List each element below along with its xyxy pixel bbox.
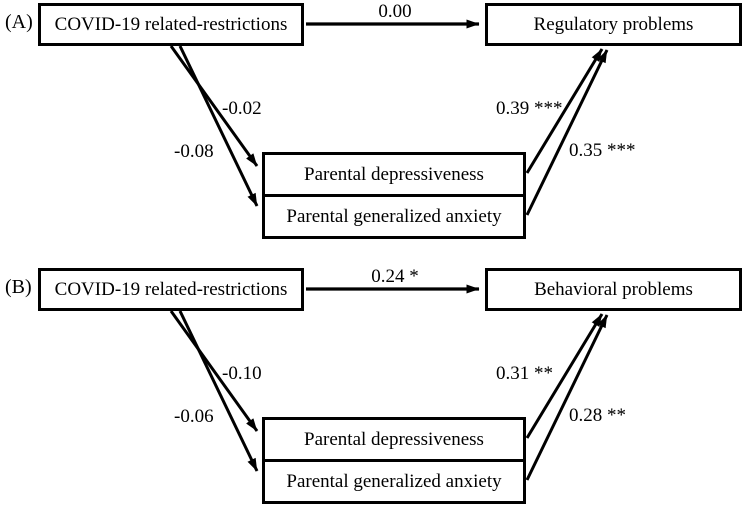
a2-path-arrow: [178, 45, 259, 207]
b2-path-arrow: [525, 49, 609, 216]
a1-path-arrow: [169, 310, 259, 432]
panel-a-label: (A): [5, 11, 33, 33]
b1-path-arrow: [525, 48, 604, 174]
panel-b-a2-coefficient: -0.06: [174, 406, 214, 427]
panel-a-mediator-anxiety: Parental generalized anxiety: [286, 205, 502, 227]
panel-a-predictor-label: COVID-19 related-restrictions: [54, 13, 288, 35]
panel-b: (B) COVID-19 related-restrictions Behavi…: [0, 265, 750, 508]
panel-a-predictor-box: COVID-19 related-restrictions: [38, 3, 304, 46]
panel-a-a1-coefficient: -0.02: [222, 98, 262, 119]
a2-path-arrow: [178, 310, 259, 472]
panel-a-mediator-depressiveness: Parental depressiveness: [304, 163, 484, 185]
panel-a-outcome-label: Regulatory problems: [533, 13, 694, 35]
panel-a: (A) COVID-19 related-restrictions Regula…: [0, 0, 750, 245]
panel-b-direct-effect-coefficient: 0.24 *: [371, 266, 419, 287]
panel-a-direct-effect-coefficient: 0.00: [378, 1, 412, 22]
b2-path-arrow: [525, 314, 609, 481]
panel-a-outcome-box: Regulatory problems: [485, 3, 742, 46]
panel-a-b2-coefficient: 0.35 ***: [569, 140, 636, 161]
panel-b-a1-coefficient: -0.10: [222, 363, 262, 384]
panel-b-predictor-box: COVID-19 related-restrictions: [38, 268, 304, 311]
mediator-divider: [265, 459, 523, 462]
mediator-divider: [265, 194, 523, 197]
panel-b-outcome-label: Behavioral problems: [534, 278, 693, 300]
panel-a-path-arrows: [169, 19, 609, 216]
panel-b-mediator-anxiety: Parental generalized anxiety: [286, 470, 502, 492]
panel-b-b2-coefficient: 0.28 **: [569, 405, 626, 426]
panel-b-predictor-label: COVID-19 related-restrictions: [54, 278, 288, 300]
panel-b-b1-coefficient: 0.31 **: [496, 363, 553, 384]
a1-path-arrow: [169, 45, 259, 167]
panel-a-a2-coefficient: -0.08: [174, 141, 214, 162]
panel-a-mediator-group: Parental depressiveness Parental general…: [262, 152, 526, 239]
panel-a-b1-coefficient: 0.39 ***: [496, 98, 563, 119]
panel-b-label: (B): [5, 276, 32, 298]
b1-path-arrow: [525, 313, 604, 439]
panel-b-outcome-box: Behavioral problems: [485, 268, 742, 311]
panel-b-mediator-depressiveness: Parental depressiveness: [304, 428, 484, 450]
panel-b-mediator-group: Parental depressiveness Parental general…: [262, 417, 526, 504]
panel-b-path-arrows: [169, 284, 609, 481]
